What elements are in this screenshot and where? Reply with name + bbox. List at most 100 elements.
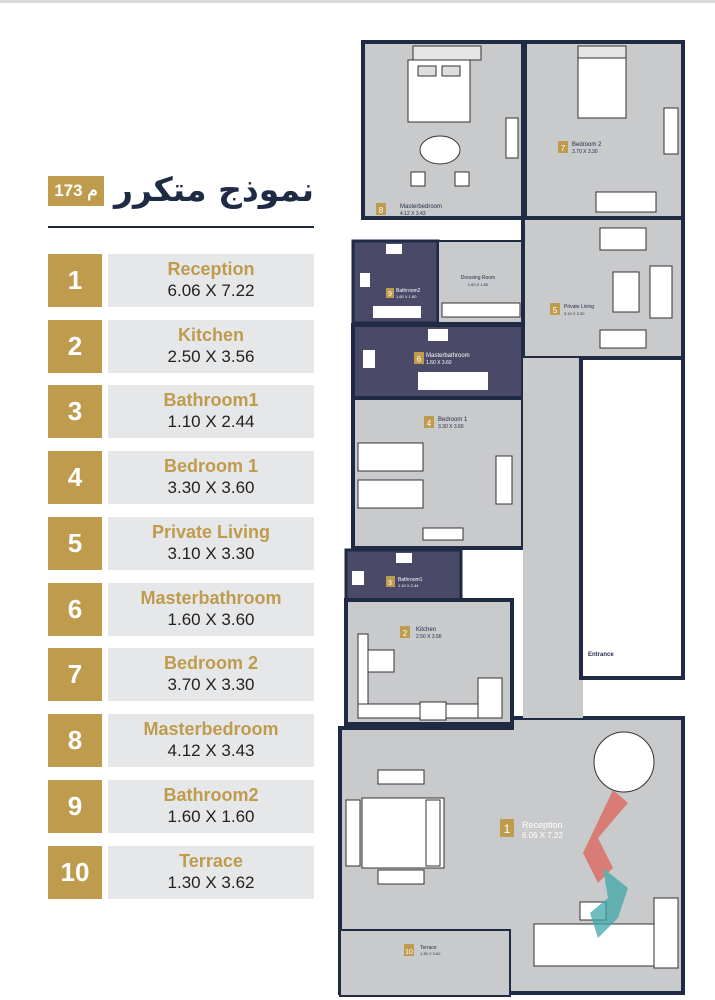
legend-info: Bathroom1 1.10 X 2.44	[108, 385, 314, 438]
svg-text:5: 5	[553, 306, 558, 315]
room-bedroom-2	[523, 40, 685, 220]
svg-text:2: 2	[403, 629, 408, 638]
legend-room-name: Reception	[167, 259, 255, 279]
legend-number: 4	[48, 451, 102, 504]
room-master-bedroom	[361, 40, 525, 220]
legend-row: 1 Reception 6.06 X 7.22	[48, 254, 314, 307]
label-bedroom-2: 7 Bedroom 2 3.70 X 3.30	[558, 141, 602, 155]
legend-info: Terrace 1.30 X 3.62	[108, 846, 314, 899]
wardrobe	[505, 117, 519, 159]
outside-area	[579, 356, 685, 680]
svg-text:2.50 X 3.56: 2.50 X 3.56	[416, 634, 442, 640]
legend-row: 4 Bedroom 1 3.30 X 3.60	[48, 451, 314, 504]
room-terrace	[339, 929, 511, 997]
legend-row: 7 Bedroom 2 3.70 X 3.30	[48, 648, 314, 701]
svg-text:Private Living: Private Living	[564, 304, 594, 310]
svg-text:Bathroom2: Bathroom2	[396, 288, 421, 294]
svg-text:6.06 X 7.22: 6.06 X 7.22	[522, 831, 563, 840]
legend-row: 2 Kitchen 2.50 X 3.56	[48, 320, 314, 373]
legend-room-name: Private Living	[151, 522, 271, 542]
legend-info: Bedroom 1 3.30 X 3.60	[108, 451, 314, 504]
legend-room-dimensions: 1.60 X 1.60	[167, 807, 255, 826]
svg-text:3.30 X 3.60: 3.30 X 3.60	[438, 424, 464, 430]
legend-row: 6 Masterbathroom 1.60 X 3.60	[48, 583, 314, 636]
room-dressing	[437, 240, 524, 324]
coffee-table	[612, 271, 640, 313]
table	[419, 135, 461, 165]
svg-text:9: 9	[388, 291, 392, 298]
svg-text:1: 1	[504, 822, 511, 836]
legend-info: Masterbedroom 4.12 X 3.43	[108, 714, 314, 767]
legend-info: Private Living 3.10 X 3.30	[108, 517, 314, 570]
legend-number: 8	[48, 714, 102, 767]
stove	[419, 701, 447, 721]
legend-room-dimensions: 3.70 X 3.30	[167, 675, 255, 694]
svg-text:6: 6	[417, 355, 422, 364]
legend-room-dimensions: 4.12 X 3.43	[167, 741, 255, 760]
room-bedroom-1	[351, 396, 525, 550]
label-reception: 1 Reception 6.06 X 7.22	[500, 819, 563, 840]
legend-room-name: Kitchen	[177, 325, 244, 345]
svg-text:1.60 X 1.60: 1.60 X 1.60	[468, 282, 489, 287]
sofa	[649, 265, 673, 319]
legend-info: Kitchen 2.50 X 3.56	[108, 320, 314, 373]
desk	[595, 191, 657, 213]
svg-text:Bathroom1: Bathroom1	[398, 577, 423, 583]
legend-room-dimensions: 3.30 X 3.60	[167, 478, 255, 497]
svg-text:1.10 X 2.44: 1.10 X 2.44	[398, 583, 419, 588]
round-table	[593, 731, 655, 793]
legend-info: Bathroom2 1.60 X 1.60	[108, 780, 314, 833]
wardrobe	[495, 455, 513, 505]
legend-room-dimensions: 1.60 X 3.60	[167, 610, 255, 629]
top-divider	[0, 0, 715, 3]
svg-text:8: 8	[379, 206, 384, 215]
legend-number: 1	[48, 254, 102, 307]
title-block: نموذج متكرر 173 م	[48, 170, 314, 230]
bed	[407, 59, 471, 123]
svg-text:4.12 X 3.43: 4.12 X 3.43	[400, 211, 426, 217]
legend-row: 10 Terrace 1.30 X 3.62	[48, 846, 314, 899]
svg-text:4: 4	[427, 419, 432, 428]
label-private-living: 5 Private Living 3.10 X 3.30	[550, 303, 594, 316]
label-master-bedroom: 8 Masterbedroom 4.12 X 3.43	[376, 203, 442, 217]
legend-row: 9 Bathroom2 1.60 X 1.60	[48, 780, 314, 833]
legend-room-dimensions: 1.30 X 3.62	[167, 873, 255, 892]
floor-plan: 8 Masterbedroom 4.12 X 3.43 7 Bedroom 2 …	[338, 40, 685, 997]
legend-number: 3	[48, 385, 102, 438]
legend-room-name: Terrace	[179, 851, 243, 871]
svg-text:Terrace: Terrace	[420, 945, 437, 951]
legend-number: 5	[48, 517, 102, 570]
legend-number: 6	[48, 583, 102, 636]
legend-room-name: Masterbathroom	[140, 588, 282, 608]
label-master-bathroom: 6 Masterbathroom 1.60 X 3.60	[414, 352, 470, 366]
legend-row: 8 Masterbedroom 4.12 X 3.43	[48, 714, 314, 767]
svg-text:3.10 X 3.30: 3.10 X 3.30	[564, 311, 585, 316]
bed	[357, 442, 424, 472]
svg-text:Kitchen: Kitchen	[416, 627, 436, 633]
legend-row: 5 Private Living 3.10 X 3.30	[48, 517, 314, 570]
legend-row: 3 Bathroom1 1.10 X 2.44	[48, 385, 314, 438]
legend-room-dimensions: 6.06 X 7.22	[167, 281, 255, 300]
label-bathroom-1: 3 Bathroom1 1.10 X 2.44	[386, 576, 423, 588]
sink	[477, 677, 503, 719]
legend-room-name: Bathroom1	[163, 390, 259, 410]
svg-text:Reception: Reception	[522, 820, 563, 830]
legend-number: 7	[48, 648, 102, 701]
legend-info: Reception 6.06 X 7.22	[108, 254, 314, 307]
svg-text:3.70 X 3.30: 3.70 X 3.30	[572, 149, 598, 155]
room-bathroom-2	[351, 239, 440, 325]
label-bathroom-2: 9 Bathroom2 1.60 X 1.60	[386, 288, 421, 299]
label-entrance: Entrance	[588, 652, 614, 658]
legend-room-name: Bedroom 1	[163, 456, 259, 476]
chair	[454, 171, 470, 187]
legend-room-dimensions: 1.10 X 2.44	[167, 412, 255, 431]
watermark-logo	[583, 790, 628, 938]
svg-text:7: 7	[561, 144, 566, 153]
table	[367, 649, 395, 673]
bed-headboard	[412, 45, 482, 61]
svg-text:1.60 X 1.60: 1.60 X 1.60	[396, 294, 417, 299]
svg-text:Masterbathroom: Masterbathroom	[426, 353, 470, 359]
svg-text:Masterbedroom: Masterbedroom	[400, 204, 442, 210]
svg-text:1.30 X 3.62: 1.30 X 3.62	[420, 951, 441, 956]
label-kitchen: 2 Kitchen 2.50 X 3.56	[400, 626, 442, 640]
